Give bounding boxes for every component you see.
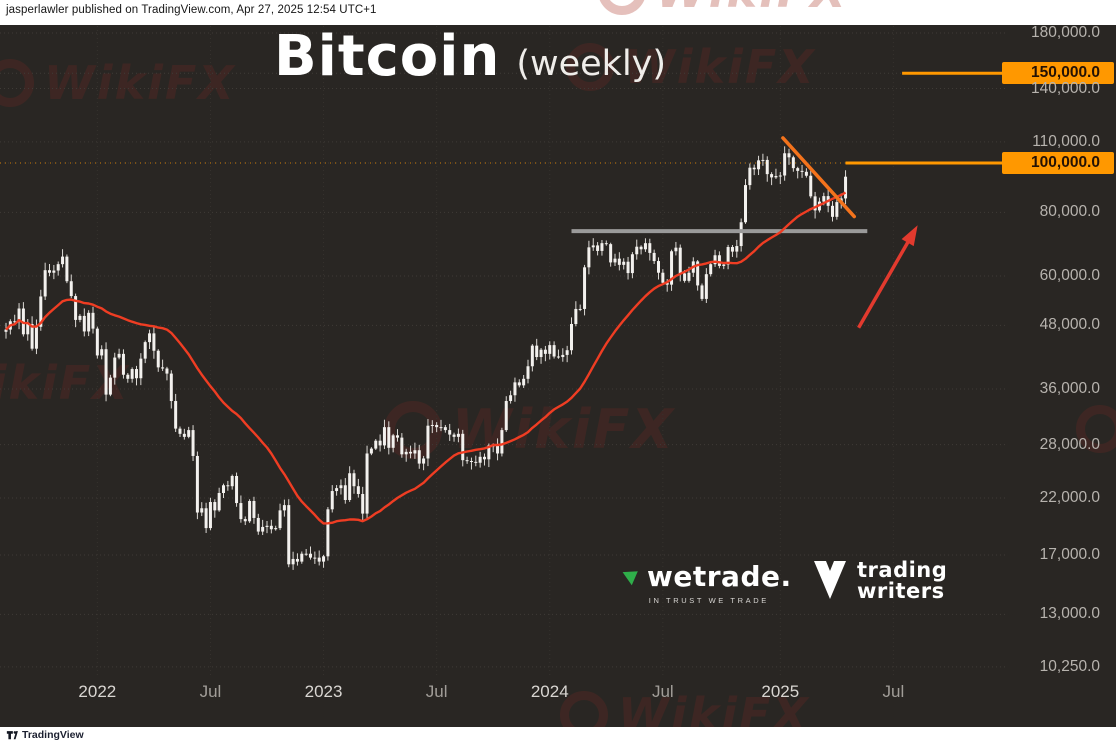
footer-brand-text: TradingView [22,728,84,741]
footer-bar: TradingView [0,727,1116,742]
wetrade-tagline: IN TRUST WE TRADE [648,596,769,605]
attribution-text: jasperlawler published on TradingView.co… [6,4,377,16]
wetrade-arrow-icon [622,564,643,586]
chart-title-symbol: Bitcoin [273,24,501,89]
attribution-bar: jasperlawler published on TradingView.co… [0,0,1116,25]
wetrade-wordmark: wetrade. [647,560,792,593]
pen-nib-icon [814,561,846,599]
tradingview-logo-icon [6,730,18,739]
chart-background [0,25,1116,727]
wikifx-watermark: WikiFX [598,0,848,18]
trading-writers-line2: writers [857,579,945,603]
trading-writers-logo: trading writers [814,560,947,602]
trading-writers-line1: trading [857,558,948,582]
wetrade-logo: wetrade. IN TRUST WE TRADE [622,560,792,605]
wikifx-logo-icon [598,0,646,15]
chart-title-timeframe: (weekly) [516,44,667,84]
chart-title: Bitcoin (weekly) [0,24,940,89]
